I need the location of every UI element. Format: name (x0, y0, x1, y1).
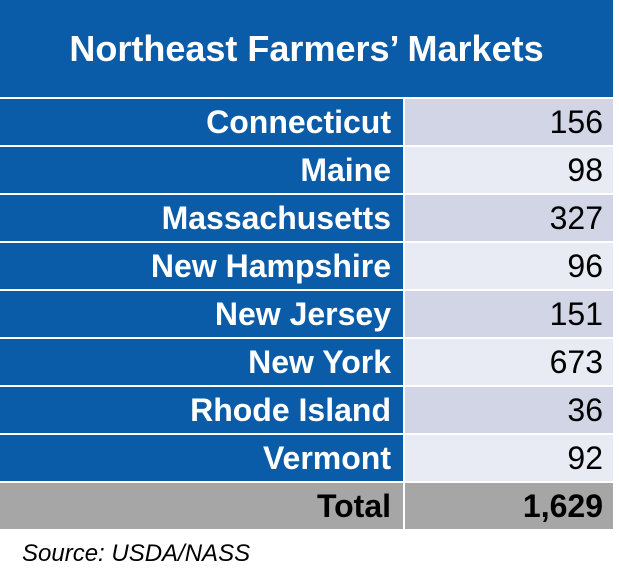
state-name: New Hampshire (0, 243, 403, 289)
table: Connecticut 156 Maine 98 Massachusetts 327 New… (0, 99, 613, 531)
market-count: 156 (405, 99, 613, 145)
state-name: New York (0, 339, 403, 385)
total-row: Total 1,629 (0, 483, 613, 529)
table-row: New Hampshire 96 (0, 243, 613, 289)
market-count: 151 (405, 291, 613, 337)
table-row: New Jersey 151 (0, 291, 613, 337)
total-label: Total (0, 483, 403, 529)
state-name: Massachusetts (0, 195, 403, 241)
state-name: Connecticut (0, 99, 403, 145)
state-name: Vermont (0, 435, 403, 481)
table-row: Massachusetts 327 (0, 195, 613, 241)
market-count: 96 (405, 243, 613, 289)
table-row: Connecticut 156 (0, 99, 613, 145)
table-row: New York 673 (0, 339, 613, 385)
state-name: New Jersey (0, 291, 403, 337)
table-row: Maine 98 (0, 147, 613, 193)
table-row: Vermont 92 (0, 435, 613, 481)
market-count: 327 (405, 195, 613, 241)
source-note: Source: USDA/NASS (22, 540, 251, 567)
market-count: 92 (405, 435, 613, 481)
state-name: Rhode Island (0, 387, 403, 433)
table-row: Rhode Island 36 (0, 387, 613, 433)
market-count: 36 (405, 387, 613, 433)
total-value: 1,629 (405, 483, 613, 529)
market-count: 98 (405, 147, 613, 193)
state-name: Maine (0, 147, 403, 193)
table-title: Northeast Farmers’ Markets (0, 0, 613, 97)
market-count: 673 (405, 339, 613, 385)
